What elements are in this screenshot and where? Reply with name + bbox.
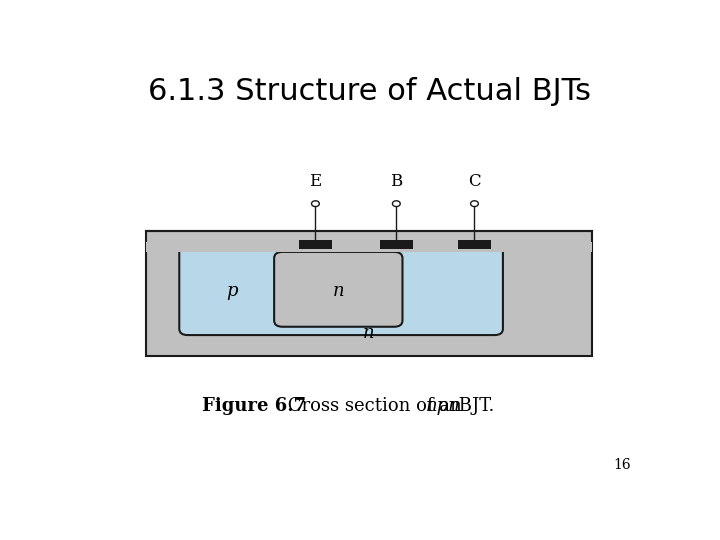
Text: E: E xyxy=(310,173,322,190)
FancyBboxPatch shape xyxy=(179,244,503,335)
Text: p: p xyxy=(227,282,238,300)
Text: BJT.: BJT. xyxy=(453,397,495,415)
Text: 6.1.3 Structure of Actual BJTs: 6.1.3 Structure of Actual BJTs xyxy=(148,77,590,106)
Circle shape xyxy=(312,201,320,207)
Bar xyxy=(459,240,490,249)
Bar xyxy=(380,240,413,249)
Text: npn: npn xyxy=(426,397,461,415)
Text: Figure 6.7: Figure 6.7 xyxy=(202,397,306,415)
Text: n: n xyxy=(363,324,375,342)
Bar xyxy=(145,241,593,252)
Text: 16: 16 xyxy=(613,458,631,472)
Bar xyxy=(145,231,593,356)
Text: B: B xyxy=(390,173,402,190)
Bar xyxy=(300,240,332,249)
Text: n: n xyxy=(333,282,344,300)
Text: Cross section of an: Cross section of an xyxy=(282,397,468,415)
Circle shape xyxy=(392,201,400,207)
Text: C: C xyxy=(468,173,481,190)
Text: Figure 6.7 Cross section of an: Figure 6.7 Cross section of an xyxy=(202,397,510,415)
FancyBboxPatch shape xyxy=(274,252,402,327)
Circle shape xyxy=(471,201,478,207)
